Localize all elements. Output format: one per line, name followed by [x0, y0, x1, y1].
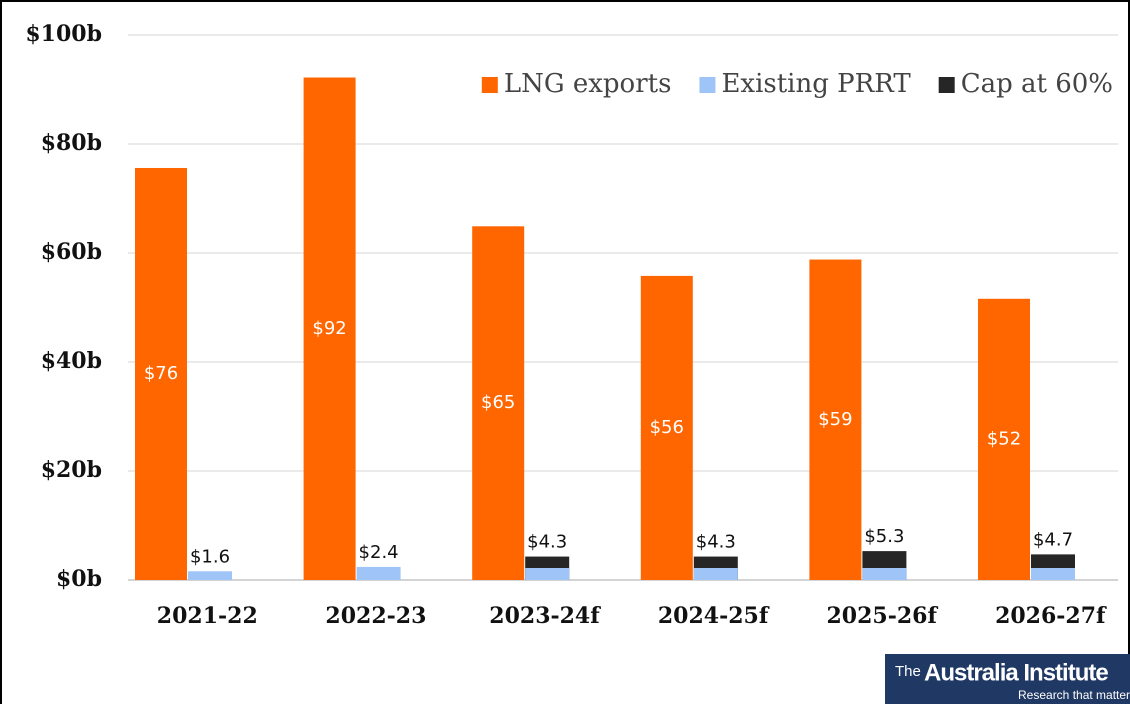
logo: The Australia Institute Research that ma…: [885, 654, 1130, 704]
bar: [693, 568, 738, 580]
legend-label: LNG exports: [504, 69, 672, 99]
bar: [809, 259, 862, 580]
value-label: $59: [818, 409, 852, 430]
logo-prefix: The: [895, 663, 921, 680]
value-label: $4.7: [1033, 529, 1073, 550]
legend-swatch: [699, 77, 716, 93]
x-tick-label: 2023-24f: [489, 603, 601, 629]
logo-box: [885, 654, 1130, 704]
bar: [472, 226, 525, 581]
legend-swatch: [938, 77, 955, 93]
value-label: $52: [987, 428, 1021, 449]
legend-swatch: [481, 77, 498, 93]
x-tick-label: 2024-25f: [658, 603, 770, 629]
value-label: $4.3: [527, 532, 567, 553]
value-label: $5.3: [864, 526, 904, 547]
legend-label: Cap at 60%: [961, 69, 1113, 99]
logo-name: Australia Institute: [924, 659, 1108, 686]
bar: [525, 568, 570, 580]
x-tick-label: 2025-26f: [826, 603, 938, 629]
value-label: $1.6: [190, 546, 230, 567]
value-label: $56: [650, 417, 684, 438]
bar: [188, 571, 232, 580]
bar: [640, 275, 693, 580]
logo-tagline: Research that matters: [1018, 688, 1130, 702]
y-tick-label: $40b: [41, 348, 102, 374]
bar: [303, 77, 356, 580]
y-tick-label: $0b: [56, 566, 102, 592]
value-label: $65: [481, 392, 515, 413]
bar: [356, 566, 401, 580]
y-tick-label: $80b: [41, 130, 102, 156]
value-label: $76: [144, 363, 178, 384]
bar: [978, 298, 1030, 580]
value-label: $2.4: [359, 542, 399, 563]
y-tick-label: $20b: [41, 457, 102, 483]
x-tick-label: 2022-23: [325, 603, 426, 629]
bar: [862, 568, 907, 580]
value-label: $4.3: [696, 532, 736, 553]
x-tick-label: 2026-27f: [995, 603, 1107, 629]
value-label: $92: [312, 318, 346, 339]
y-tick-label: $60b: [41, 239, 102, 265]
y-tick-label: $100b: [25, 21, 102, 47]
x-tick-label: 2021-22: [157, 603, 258, 629]
legend-label: Existing PRRT: [721, 69, 911, 99]
bar: [1031, 568, 1075, 580]
bar: [135, 167, 187, 581]
